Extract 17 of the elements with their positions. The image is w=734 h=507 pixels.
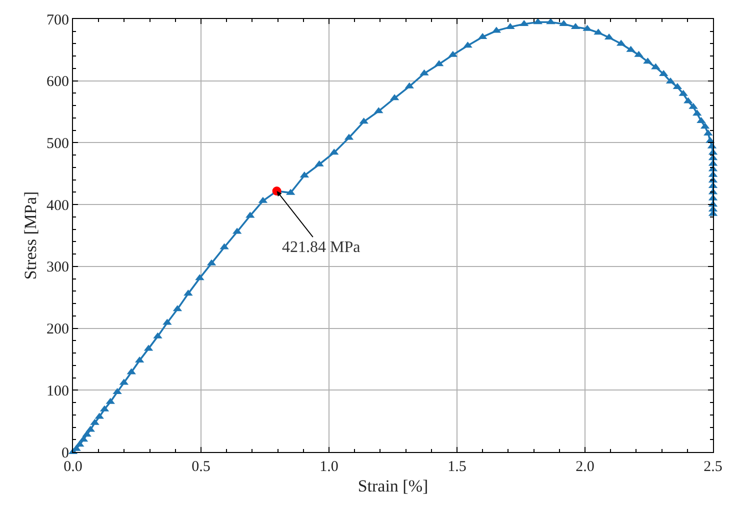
x-tick-label: 1.5	[448, 459, 466, 475]
y-axis-title: Stress [MPa]	[21, 191, 40, 280]
y-tick-label: 100	[46, 383, 69, 400]
y-tick-label: 700	[46, 12, 69, 28]
x-tick-label: 0.0	[64, 459, 82, 475]
x-axis-title: Strain [%]	[358, 476, 428, 496]
y-tick-label: 300	[46, 260, 69, 276]
y-tick-label: 600	[46, 74, 69, 90]
x-tick-label: 2.5	[704, 459, 722, 475]
x-tick-label: 2.0	[576, 459, 594, 475]
y-tick-label: 200	[46, 322, 69, 338]
x-tick-label: 1.0	[320, 459, 338, 475]
x-tick-label: 0.5	[192, 459, 210, 475]
y-tick-label: 500	[46, 136, 69, 152]
annotation: 421.84 MPa	[282, 239, 360, 256]
y-tick-label: 400	[46, 198, 69, 214]
y-tick-label: 0	[62, 445, 69, 462]
